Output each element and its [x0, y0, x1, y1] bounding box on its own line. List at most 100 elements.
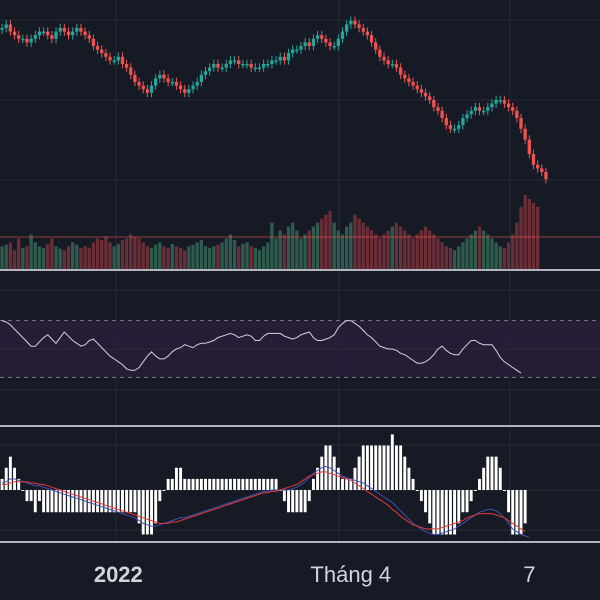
candle[interactable]: [286, 48, 291, 65]
candle[interactable]: [295, 45, 299, 54]
candle[interactable]: [232, 56, 237, 65]
candle[interactable]: [328, 38, 332, 51]
candle[interactable]: [124, 59, 129, 72]
candle[interactable]: [261, 59, 266, 72]
candle[interactable]: [374, 38, 378, 54]
candle[interactable]: [278, 52, 282, 65]
candle[interactable]: [46, 27, 50, 40]
candle[interactable]: [506, 99, 511, 112]
candle[interactable]: [207, 63, 212, 76]
candle[interactable]: [257, 63, 262, 72]
candle[interactable]: [228, 56, 233, 69]
candle[interactable]: [494, 95, 498, 108]
rsi-pane[interactable]: [0, 320, 600, 378]
candle[interactable]: [407, 74, 411, 87]
candle[interactable]: [83, 27, 87, 40]
candle[interactable]: [444, 113, 448, 130]
candle[interactable]: [41, 27, 46, 36]
candle[interactable]: [465, 110, 469, 123]
candle[interactable]: [29, 34, 33, 47]
candle[interactable]: [511, 102, 515, 116]
candle[interactable]: [224, 59, 228, 72]
candle[interactable]: [457, 120, 461, 134]
candle[interactable]: [166, 74, 170, 87]
candle[interactable]: [12, 27, 17, 40]
candle[interactable]: [91, 34, 96, 51]
candle[interactable]: [241, 59, 245, 69]
candle[interactable]: [386, 56, 390, 69]
candle[interactable]: [62, 23, 67, 36]
candle[interactable]: [162, 70, 166, 83]
candle[interactable]: [282, 52, 287, 65]
candle[interactable]: [336, 34, 341, 51]
candle[interactable]: [216, 59, 220, 72]
candle[interactable]: [120, 52, 125, 69]
candle[interactable]: [174, 77, 179, 90]
candle[interactable]: [274, 56, 278, 65]
candle[interactable]: [79, 23, 83, 36]
candle[interactable]: [415, 81, 419, 94]
candle[interactable]: [87, 30, 91, 44]
candle[interactable]: [353, 16, 357, 29]
candle[interactable]: [37, 27, 42, 40]
candle[interactable]: [108, 52, 112, 65]
candle[interactable]: [461, 113, 465, 130]
candle[interactable]: [515, 106, 519, 123]
candle[interactable]: [266, 59, 270, 69]
candle[interactable]: [423, 88, 428, 101]
candle[interactable]: [498, 95, 502, 105]
candle[interactable]: [58, 23, 62, 36]
candle[interactable]: [440, 106, 444, 123]
candle[interactable]: [220, 63, 224, 72]
candle[interactable]: [419, 84, 424, 98]
candle[interactable]: [403, 70, 407, 83]
candle[interactable]: [315, 30, 320, 44]
candle[interactable]: [8, 20, 13, 36]
candle[interactable]: [183, 84, 187, 98]
candle[interactable]: [104, 48, 108, 62]
candle[interactable]: [158, 70, 162, 83]
candle[interactable]: [535, 160, 540, 173]
candle[interactable]: [75, 23, 79, 36]
candle[interactable]: [145, 84, 150, 98]
candle[interactable]: [137, 77, 141, 90]
candle[interactable]: [452, 124, 457, 134]
candle[interactable]: [469, 106, 473, 119]
candle[interactable]: [116, 52, 120, 65]
candle[interactable]: [340, 27, 345, 44]
candle[interactable]: [540, 164, 544, 177]
candle[interactable]: [291, 45, 295, 58]
candle[interactable]: [154, 74, 158, 90]
candle[interactable]: [523, 124, 527, 144]
candle[interactable]: [369, 30, 374, 47]
candle[interactable]: [378, 45, 382, 62]
candle[interactable]: [307, 38, 311, 51]
candle[interactable]: [502, 95, 507, 108]
candle[interactable]: [129, 63, 133, 80]
candle[interactable]: [320, 30, 324, 44]
candle[interactable]: [398, 63, 403, 80]
candle[interactable]: [50, 30, 54, 44]
candle[interactable]: [178, 81, 183, 94]
candle[interactable]: [299, 41, 303, 54]
candle[interactable]: [344, 20, 349, 36]
candle[interactable]: [361, 23, 365, 36]
candle[interactable]: [432, 95, 436, 112]
candle[interactable]: [21, 34, 25, 44]
candle[interactable]: [33, 30, 37, 44]
candle[interactable]: [544, 167, 548, 184]
candle[interactable]: [490, 99, 494, 112]
candle[interactable]: [324, 34, 328, 47]
rsi-line[interactable]: [1, 320, 522, 374]
macd-line[interactable]: [1, 465, 530, 538]
candle[interactable]: [394, 59, 399, 72]
candle[interactable]: [66, 27, 71, 40]
candle[interactable]: [270, 56, 274, 69]
candle[interactable]: [436, 102, 440, 116]
candle[interactable]: [141, 81, 145, 94]
price-candles[interactable]: [0, 16, 548, 184]
candle[interactable]: [170, 77, 174, 87]
candle[interactable]: [0, 23, 4, 35]
